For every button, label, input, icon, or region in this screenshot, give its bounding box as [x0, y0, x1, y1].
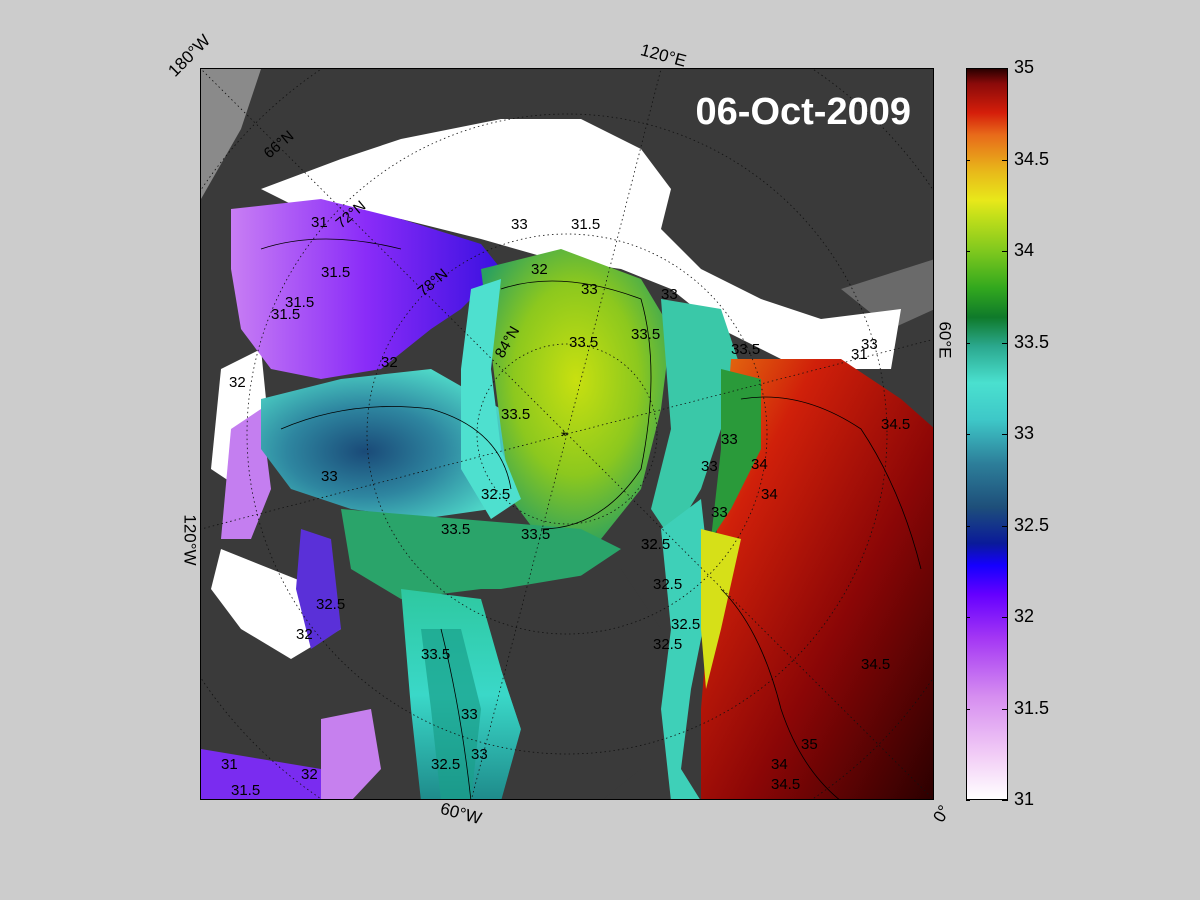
- atlantic-water: [701, 359, 933, 799]
- contour-label: 32: [641, 536, 658, 553]
- contour-label: 33.5: [731, 341, 760, 358]
- central-arctic: [481, 249, 671, 539]
- barents-green: [711, 369, 761, 539]
- hudson-violet: [321, 709, 381, 799]
- lon-label-120w: 120°W: [180, 514, 200, 566]
- contour-label: 32: [296, 626, 313, 643]
- gray-land-patch: [201, 69, 261, 199]
- contour-label: 33: [661, 286, 678, 303]
- contour-label: 32: [531, 261, 548, 278]
- contour-label: 33: [861, 336, 878, 353]
- contour-label: 31: [311, 214, 328, 231]
- contour-label: 33: [471, 746, 488, 763]
- contour-label: 31.5: [271, 306, 300, 323]
- contour-label: 35: [801, 736, 818, 753]
- colorbar-tick-label: 31: [1014, 789, 1035, 809]
- lon-label-60e: 60°E: [935, 321, 955, 359]
- channel-purple: [296, 529, 341, 649]
- contour-label: 34: [761, 486, 778, 503]
- east-greenland-current: [661, 499, 711, 799]
- contour-label: 32.5: [316, 596, 345, 613]
- contour-label: 32.5: [653, 636, 682, 653]
- graticule: [201, 69, 933, 799]
- contour-label: 34: [771, 756, 788, 773]
- contour-label: 32.5: [671, 616, 700, 633]
- baffin-inner: [421, 629, 481, 799]
- contour-label: 33.5: [631, 326, 660, 343]
- contour-label: 31.5: [321, 264, 350, 281]
- map-canvas: * 3131.531.531.531323232.532.532.5333333…: [201, 69, 933, 799]
- contour-label: 33.5: [421, 646, 450, 663]
- contour-label: 33: [721, 431, 738, 448]
- north-pole-marker: *: [561, 428, 567, 445]
- contour-label: 32: [381, 354, 398, 371]
- lon-label-0: 0°: [929, 801, 954, 826]
- contour-lines: [260, 238, 922, 799]
- contour-label: 34.5: [771, 776, 800, 793]
- yellow-edge: [701, 529, 741, 689]
- contour-label: 34: [751, 456, 768, 473]
- contour-label: 32.5: [431, 756, 460, 773]
- contour-label: 33.5: [441, 521, 470, 538]
- contour-label: 31: [851, 346, 868, 363]
- archipelago-channels: [341, 509, 621, 599]
- contour-label: 32: [301, 766, 318, 783]
- contour-label: 32.5: [481, 486, 510, 503]
- contour-label: 32.5: [653, 576, 682, 593]
- contour-label: 34.5: [881, 416, 910, 433]
- colorbar: [966, 68, 1008, 800]
- contour-label: 34.5: [861, 656, 890, 673]
- sea-ice: [261, 119, 901, 369]
- colorbar-tick-label: 31.5: [1014, 697, 1050, 718]
- contour-labels: 3131.531.531.531323232.532.532.533333333…: [221, 214, 910, 799]
- contour-label: 33.5: [569, 334, 598, 351]
- colorbar-ticks: 31 31.5 32 32.5 33 33.5 34 34.5 35: [966, 57, 1088, 809]
- colorbar-tick-label: 34.5: [1014, 148, 1050, 169]
- teal-band-east: [651, 299, 741, 539]
- colorbar-tick-label: 32.5: [1014, 514, 1050, 535]
- contour-label: 33: [511, 216, 528, 233]
- hudson-purple: [201, 749, 340, 799]
- contour-label: 31: [221, 756, 238, 773]
- violet-edge: [221, 409, 271, 539]
- contour-label: 33: [581, 281, 598, 298]
- contour-label: 33: [461, 706, 478, 723]
- contour-label: 33: [711, 504, 728, 521]
- purple-region: [231, 199, 501, 379]
- contour-label: 33: [321, 468, 338, 485]
- contour-label: 31.5: [231, 782, 260, 799]
- colorbar-tick-label: 35: [1014, 57, 1035, 77]
- contour-label: 31.5: [571, 216, 600, 233]
- date-label: 06-Oct-2009: [695, 91, 911, 133]
- beaufort-gyre: [261, 369, 521, 519]
- colorbar-tick-label: 33: [1014, 423, 1035, 443]
- colorbar-tick-label: 34: [1014, 240, 1035, 260]
- teal-band: [461, 279, 521, 519]
- contour-label: 32: [229, 374, 246, 391]
- lon-label-60w: 60°W: [438, 798, 484, 829]
- contour-label: 33.5: [501, 406, 530, 423]
- colorbar-tick-label: 33.5: [1014, 331, 1050, 352]
- greenland: [501, 569, 671, 799]
- colorbar-tick-label: 32: [1014, 606, 1035, 626]
- lon-label-120e: 120°E: [638, 40, 689, 71]
- contour-label: 33: [701, 458, 718, 475]
- salinity-map: * 31 31.5 31.5 31.5 31 32 32 32.5 32.5 32.5 33 33 33…: [200, 68, 934, 800]
- contour-label: 33.5: [521, 526, 550, 543]
- gray-land-patch-2: [841, 259, 933, 329]
- contour-label: 31.5: [285, 294, 314, 311]
- contour-label: 32.5: [641, 536, 670, 553]
